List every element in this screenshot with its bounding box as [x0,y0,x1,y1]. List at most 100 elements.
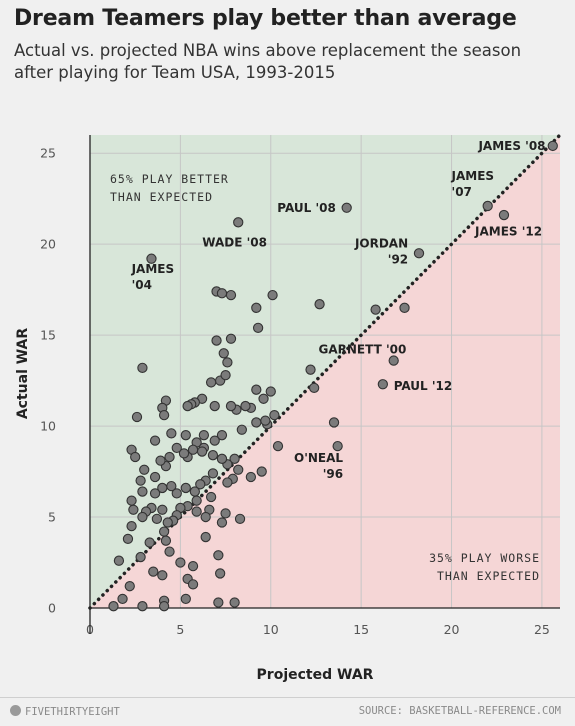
data-point [108,601,119,612]
axes: 05101520250510152025 [40,135,560,637]
data-point [128,504,139,515]
data-point [158,601,170,612]
better-note: 65% PLAY BETTER [110,172,229,186]
data-point [196,446,208,457]
data-point [332,440,343,452]
y-tick-label: 25 [40,146,56,161]
point-label: O'NEAL [294,451,343,465]
data-point [191,506,202,517]
y-tick-label: 0 [48,601,56,616]
data-point [137,362,148,374]
data-point [157,570,168,581]
data-point [269,410,280,421]
data-point [126,495,137,506]
data-point [205,491,217,503]
data-point [171,442,182,454]
data-point [229,597,240,608]
data-point [117,593,128,605]
data-point [187,444,199,455]
chart-title: Dream Teamers play better than average [14,6,517,31]
point-label: JAMES [451,169,495,183]
better-note: THAN EXPECTED [110,190,213,204]
data-point [155,455,166,466]
data-point [198,430,210,441]
x-tick-label: 15 [353,622,369,637]
y-tick-label: 20 [40,237,56,252]
data-point [251,384,262,395]
region-notes: 65% PLAY BETTER THAN EXPECTED 35% PLAY WOR… [110,172,540,583]
data-point [222,477,233,488]
data-point [135,475,146,486]
data-point [137,486,148,497]
data-point [200,511,211,523]
data-point [157,482,168,494]
data-point [162,517,173,528]
data-point [258,393,269,404]
point-label: JAMES '12 [474,224,542,238]
data-point [146,253,157,264]
data-point [149,435,161,446]
data-point [216,453,228,464]
point-label: '04 [132,278,152,292]
data-point [251,417,262,428]
data-point [252,322,264,333]
data-point [137,601,148,612]
data-point [498,209,510,221]
worse-note: THAN EXPECTED [437,569,540,583]
x-tick-label: 10 [263,622,279,637]
data-point [211,335,222,346]
data-point [213,597,224,608]
data-point [388,355,399,366]
data-point [124,581,135,592]
data-point [157,504,168,515]
data-point [144,537,155,548]
chart-subtitle: Actual vs. projected NBA wins above repl… [14,41,522,82]
data-point [178,448,190,459]
data-point [233,464,244,475]
source-note: SOURCE: BASKETBALL-REFERENCE.COM [358,705,561,717]
brand-label: FIVETHIRTYEIGHT [25,706,120,718]
data-point [413,248,425,259]
brand: FIVETHIRTYEIGHT [10,705,120,718]
data-point [305,364,316,375]
data-point [207,468,219,479]
y-tick-label: 10 [40,419,56,434]
data-point [195,479,206,490]
data-point [225,289,237,301]
data-point [547,140,558,152]
data-point [272,440,284,452]
grid-lines [90,135,560,608]
data-point [234,513,246,525]
data-point [160,535,172,546]
data-point [171,488,182,499]
data-point [216,517,228,528]
x-tick-label: 5 [176,622,184,637]
data-point [191,495,202,506]
worse-note: 35% PLAY WORSE [429,551,540,565]
data-point [220,508,231,519]
point-labels: JAMES '08 JAMES '07 JAMES '12 PAUL '08 WADE '… [131,139,546,481]
data-point [135,551,146,563]
data-point [149,471,161,483]
data-point [139,464,150,475]
data-point [180,482,191,494]
data-point [175,557,186,568]
data-point [240,400,251,412]
data-point [180,430,191,441]
data-point [151,513,163,525]
data-point [122,533,134,545]
data-point [209,435,220,446]
data-point [341,202,352,213]
data-point [113,555,125,566]
point-label: PAUL '08 [277,201,336,215]
data-point [218,348,229,359]
data-point [158,526,170,537]
fivethirtyeight-logo-icon [10,705,21,716]
data-point [207,450,219,461]
data-point [166,428,177,439]
point-label: JAMES [131,262,175,276]
data-point [131,411,143,423]
data-point [158,410,170,421]
data-point [164,451,175,463]
point-label: '07 [452,185,472,199]
